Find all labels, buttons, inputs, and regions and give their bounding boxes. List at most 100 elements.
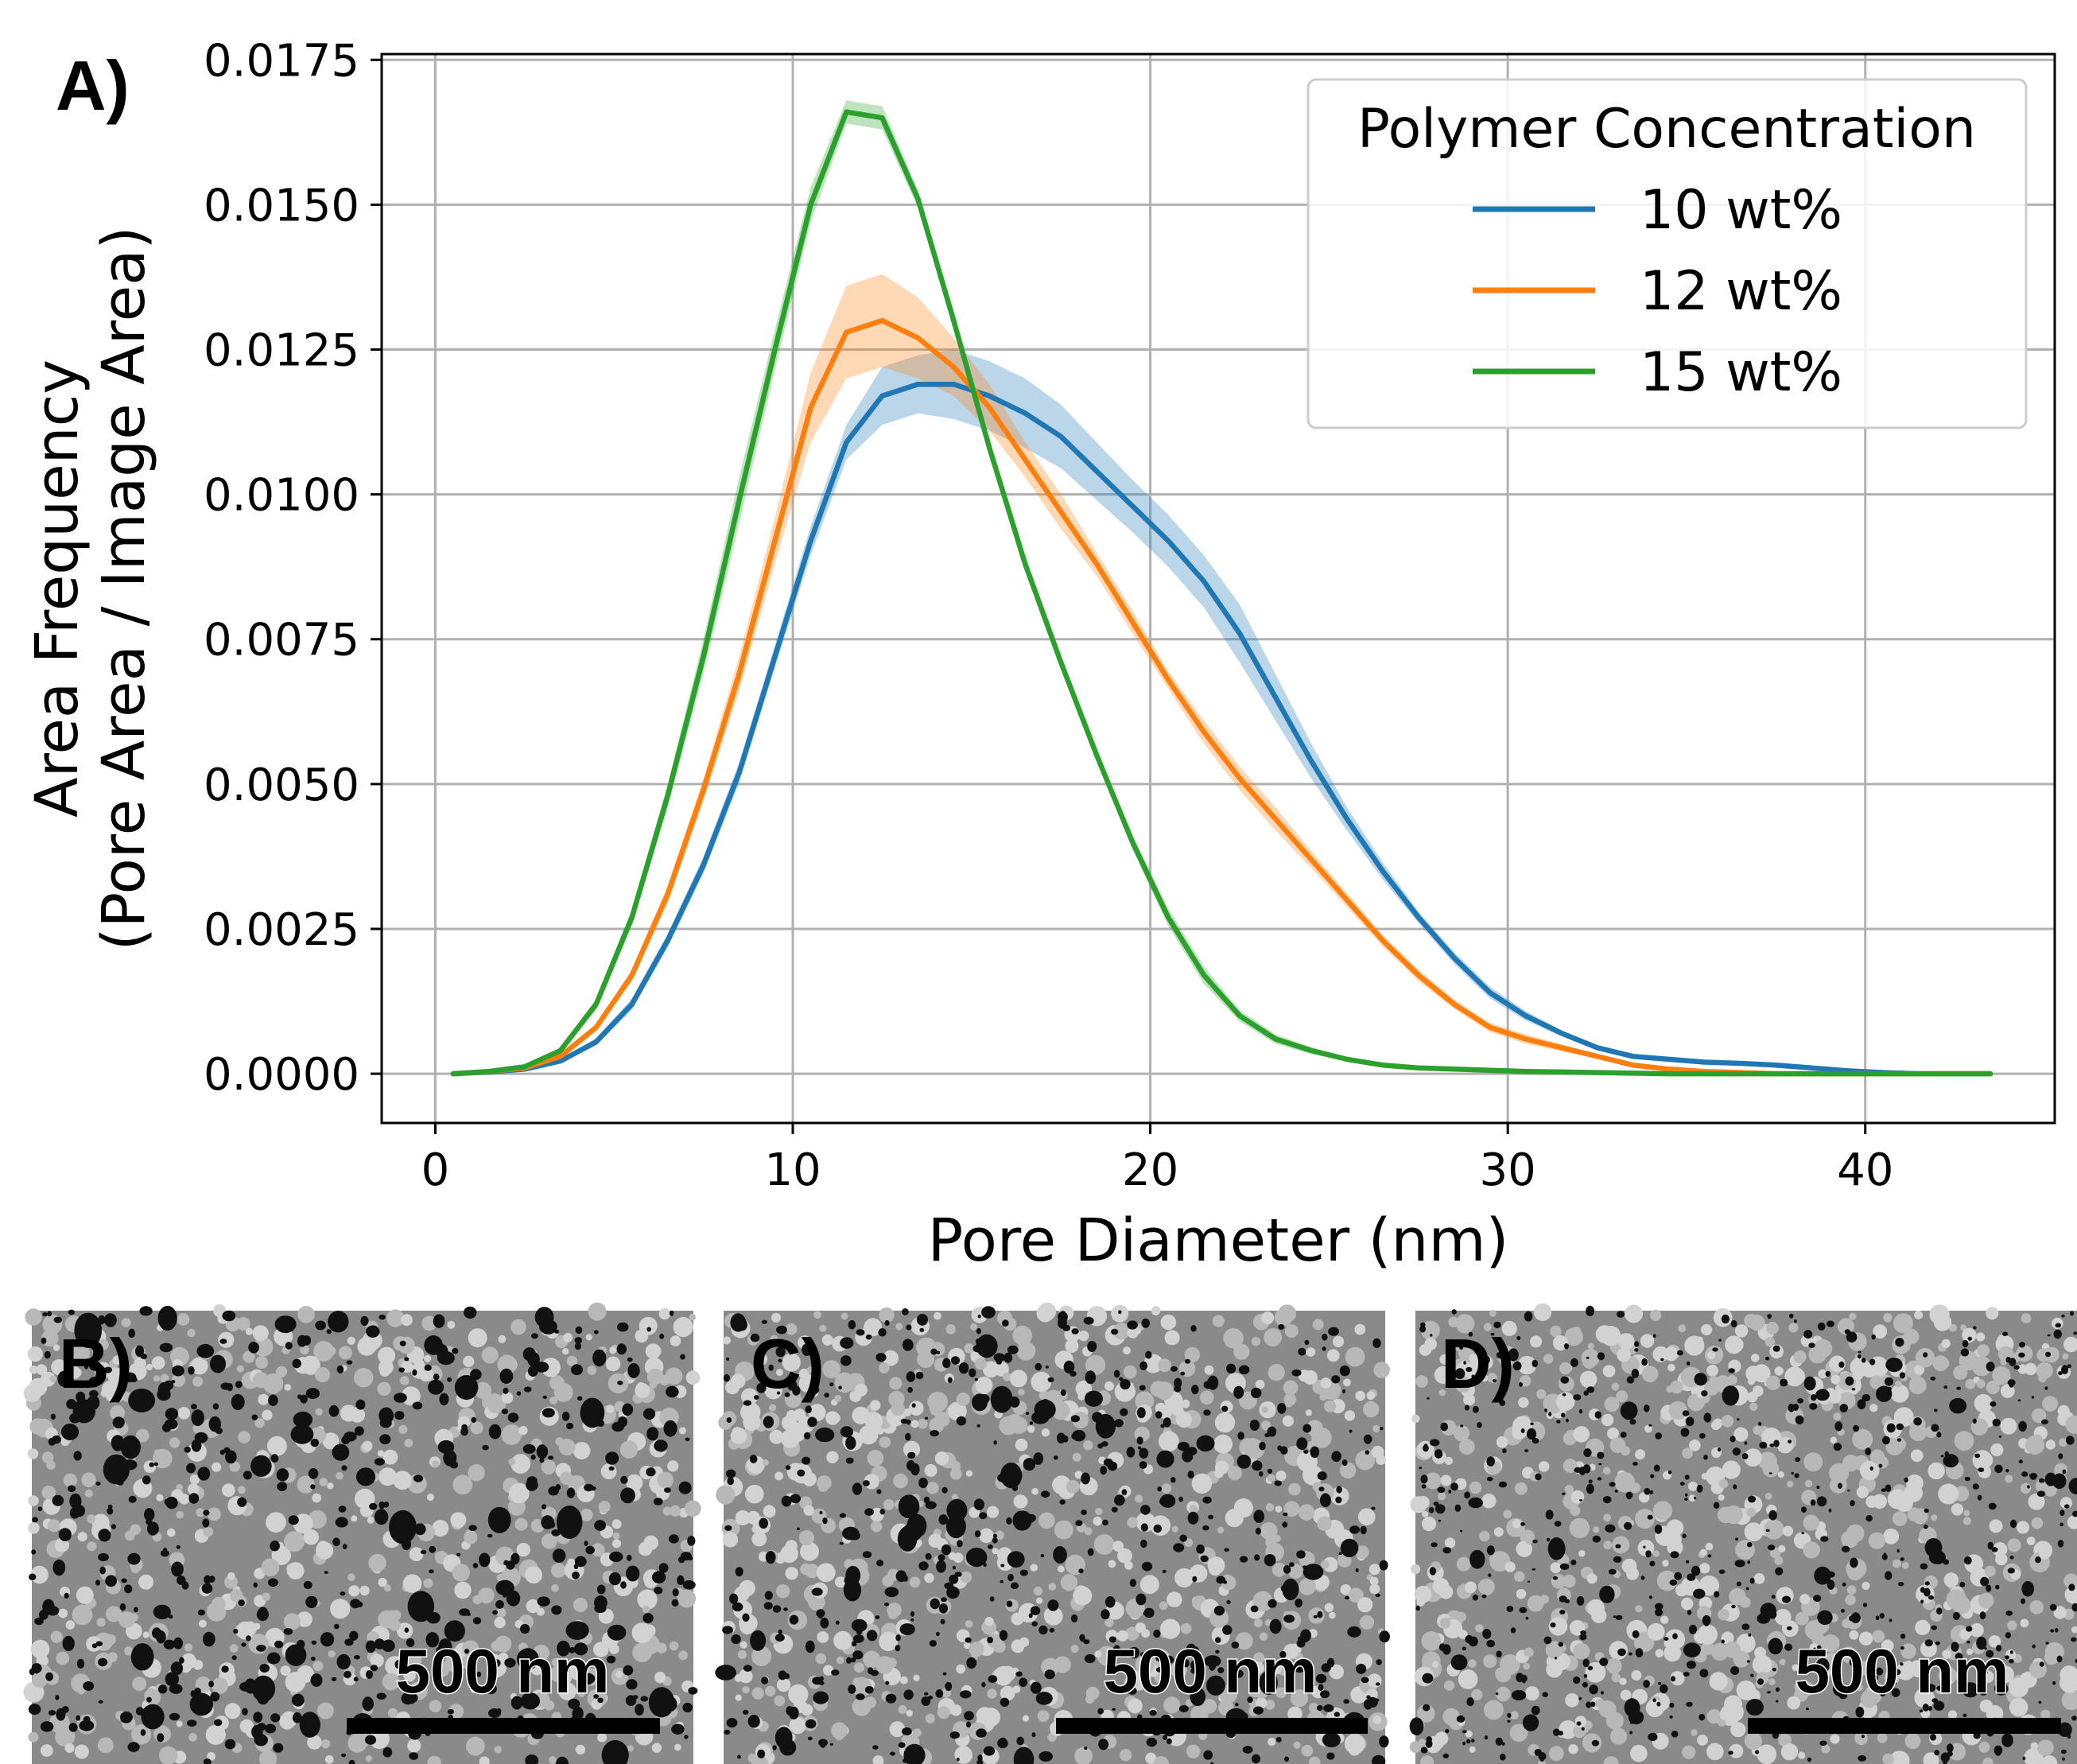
- sem-grain: [27, 1448, 39, 1459]
- sem-pore: [1010, 1582, 1019, 1590]
- sem-grain: [432, 1520, 449, 1537]
- sem-pore: [299, 1712, 320, 1738]
- sem-pore: [1827, 1579, 1835, 1590]
- sem-grain: [1573, 1426, 1590, 1443]
- sem-grain: [386, 1309, 405, 1327]
- sem-pore: [472, 1563, 479, 1568]
- sem-pore: [664, 1487, 671, 1493]
- sem-grain: [1895, 1494, 1913, 1512]
- sem-grain: [1604, 1397, 1620, 1412]
- sem-grain: [1960, 1324, 1967, 1331]
- sem-grain: [541, 1358, 561, 1377]
- sem-grain: [551, 1657, 561, 1667]
- sem-grain: [937, 1706, 950, 1719]
- sem-grain: [383, 1584, 391, 1592]
- sem-pore: [1794, 1473, 1799, 1478]
- sem-grain: [2025, 1362, 2037, 1376]
- sem-grain: [132, 1677, 147, 1692]
- sem-pore: [1486, 1545, 1495, 1556]
- sem-grain: [1514, 1571, 1525, 1582]
- sem-pore: [851, 1618, 868, 1632]
- sem-grain: [1611, 1382, 1620, 1391]
- sem-grain: [355, 1488, 375, 1510]
- sem-grain: [1889, 1750, 1910, 1764]
- sem-pore: [487, 1533, 493, 1538]
- sem-pore: [141, 1704, 165, 1730]
- sem-pore: [1520, 1428, 1525, 1433]
- sem-grain: [2007, 1538, 2021, 1552]
- sem-grain: [930, 1404, 941, 1416]
- sem-pore: [111, 1524, 116, 1529]
- sem-pore: [402, 1538, 411, 1551]
- sem-grain: [1833, 1412, 1842, 1421]
- sem-grain: [1348, 1587, 1364, 1603]
- sem-pore: [503, 1560, 509, 1566]
- sem-grain: [1543, 1354, 1554, 1364]
- sem-pore: [627, 1363, 640, 1378]
- sem-grain: [29, 1365, 38, 1374]
- sem-grain: [879, 1362, 890, 1374]
- sem-pore: [1508, 1348, 1519, 1362]
- sem-pore: [988, 1675, 998, 1684]
- sem-pore: [1302, 1424, 1312, 1433]
- sem-grain: [953, 1552, 964, 1564]
- sem-pore: [930, 1430, 939, 1437]
- sem-pore: [1981, 1668, 1988, 1677]
- sem-grain: [1259, 1632, 1268, 1641]
- sem-grain: [1655, 1649, 1664, 1658]
- sem-grain: [316, 1702, 334, 1719]
- sem-grain: [1631, 1670, 1642, 1680]
- sem-grain: [1117, 1548, 1132, 1564]
- sem-grain: [110, 1405, 126, 1420]
- sem-pore: [1803, 1330, 1813, 1339]
- sem-pore: [911, 1403, 916, 1408]
- sem-grain: [1559, 1362, 1572, 1375]
- sem-pore: [1887, 1680, 1896, 1687]
- sem-pore: [768, 1364, 774, 1371]
- sem-pore: [583, 1675, 594, 1685]
- sem-grain: [685, 1370, 701, 1385]
- sem-grain: [198, 1619, 207, 1628]
- sem-pore: [1338, 1552, 1342, 1556]
- sem-pore: [243, 1471, 252, 1480]
- sem-pore: [1100, 1466, 1108, 1475]
- sem-pore: [354, 1426, 364, 1436]
- sem-grain: [1324, 1400, 1337, 1412]
- sem-grain: [160, 1374, 169, 1383]
- sem-grain: [2028, 1493, 2045, 1510]
- sem-pore: [1170, 1477, 1176, 1483]
- sem-pore: [210, 1692, 220, 1702]
- sem-grain: [1170, 1661, 1188, 1679]
- sem-pore: [1532, 1359, 1539, 1368]
- sem-pore: [1451, 1309, 1457, 1315]
- sem-pore: [949, 1731, 961, 1739]
- sem-pore: [2055, 1628, 2059, 1633]
- sem-pore: [1669, 1579, 1678, 1586]
- sem-pore: [1654, 1603, 1664, 1611]
- sem-pore: [267, 1578, 278, 1587]
- sem-pore: [585, 1545, 595, 1555]
- sem-grain: [1260, 1420, 1271, 1431]
- sem-pore: [1591, 1739, 1600, 1747]
- sem-pore: [1583, 1390, 1589, 1396]
- sem-pore: [447, 1708, 455, 1715]
- sem-grain: [1054, 1520, 1073, 1540]
- series-line-12wt: [450, 317, 1994, 1077]
- sem-pore: [197, 1467, 211, 1481]
- sem-pore: [2036, 1490, 2046, 1497]
- sem-grain: [1912, 1508, 1928, 1525]
- sem-grain: [1872, 1494, 1887, 1510]
- sem-grain: [312, 1493, 321, 1503]
- sem-pore: [772, 1745, 777, 1750]
- sem-grain: [853, 1662, 864, 1673]
- sem-pore: [1755, 1750, 1760, 1754]
- sem-pore: [759, 1517, 768, 1529]
- sem-pore: [577, 1396, 583, 1401]
- sem-pore: [1562, 1393, 1566, 1397]
- sem-pore: [1000, 1463, 1023, 1489]
- sem-pore: [1728, 1368, 1736, 1374]
- sem-pore: [940, 1618, 945, 1625]
- sem-grain: [1268, 1737, 1276, 1747]
- sem-grain: [1563, 1574, 1576, 1588]
- sem-pore: [1438, 1519, 1442, 1522]
